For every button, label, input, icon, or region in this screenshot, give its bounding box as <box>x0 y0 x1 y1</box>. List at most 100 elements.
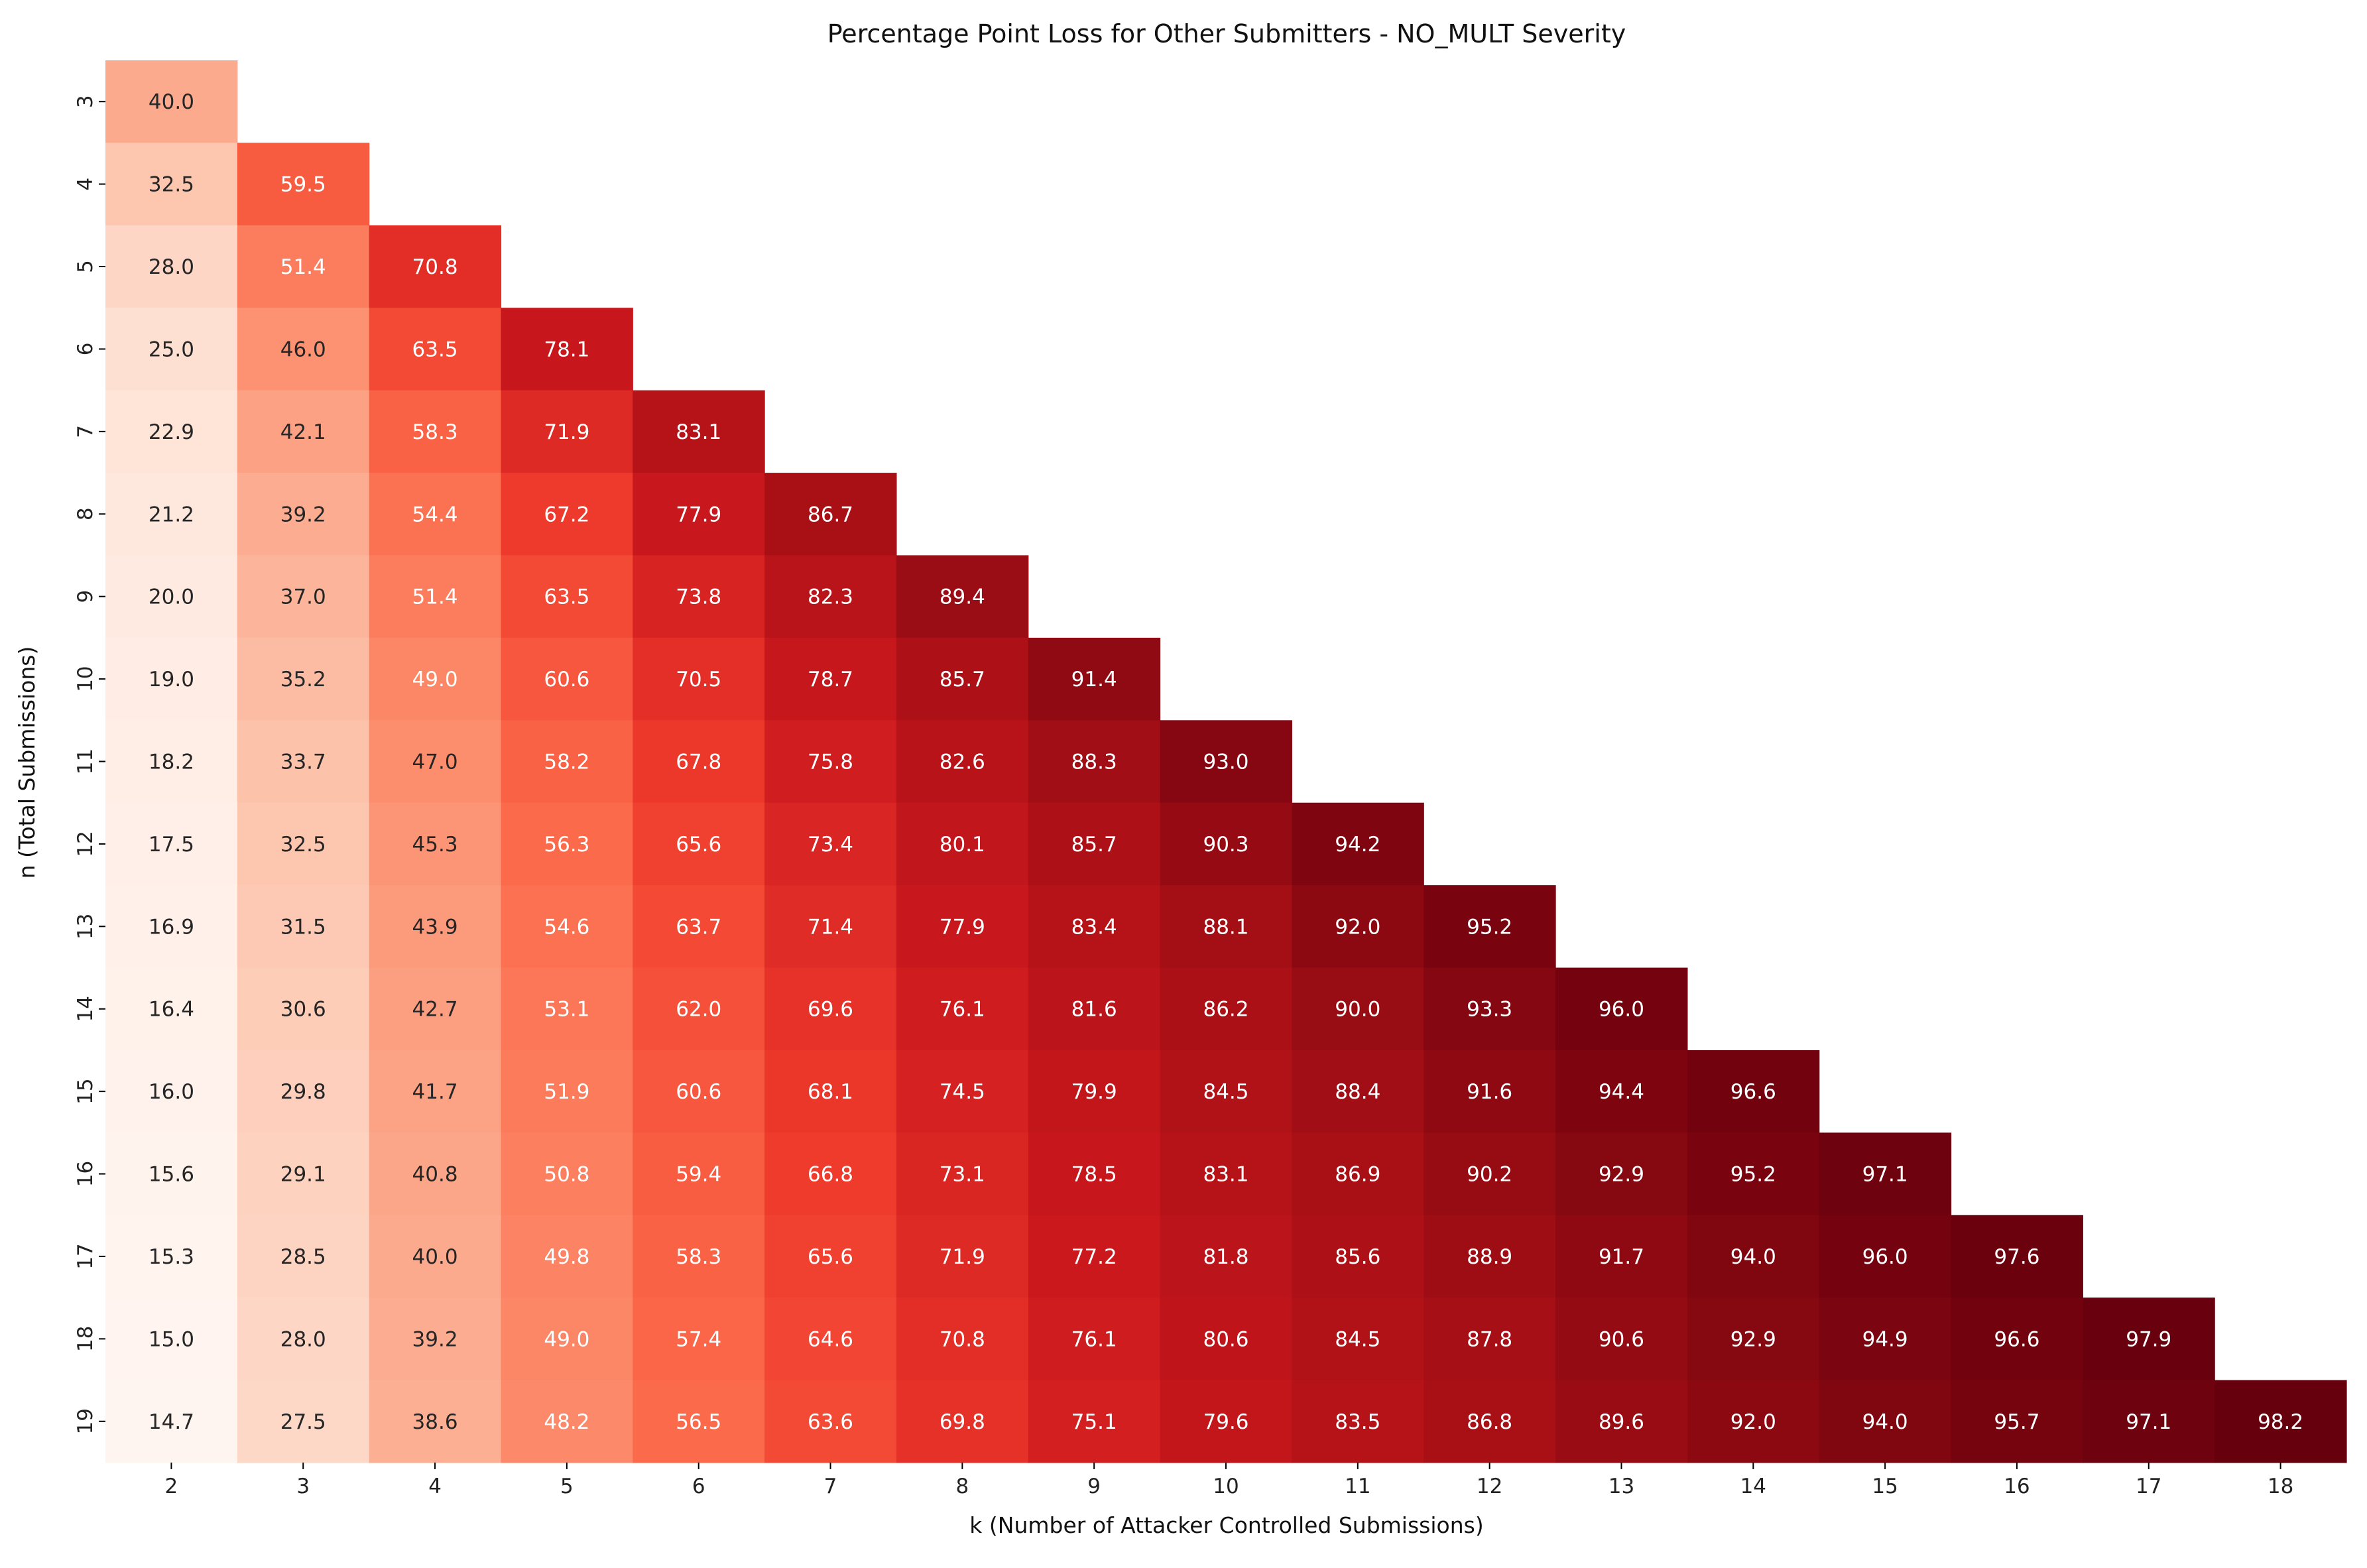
heatmap-cell <box>501 967 633 1051</box>
heatmap-cell <box>369 1380 502 1463</box>
cell-value-label: 95.2 <box>1730 1163 1776 1187</box>
y-tick-label: 5 <box>74 260 97 273</box>
cell-value-label: 25.0 <box>149 337 194 361</box>
cell-value-label: 29.1 <box>280 1163 326 1187</box>
cell-value-label: 73.8 <box>676 585 721 609</box>
y-axis-label: n (Total Submissions) <box>14 646 40 879</box>
cell-value-label: 49.0 <box>412 668 458 692</box>
cell-value-label: 54.4 <box>412 503 458 526</box>
heatmap-cell <box>764 637 897 721</box>
heatmap-cell <box>764 1380 897 1463</box>
cell-value-label: 73.1 <box>940 1163 985 1187</box>
x-tick-label: 5 <box>560 1475 574 1498</box>
cell-value-label: 16.4 <box>149 998 194 1022</box>
heatmap-cell <box>764 555 897 638</box>
heatmap-cell <box>237 308 370 391</box>
cell-value-label: 38.6 <box>412 1410 458 1434</box>
heatmap-cell <box>369 225 502 308</box>
heatmap-cell <box>896 637 1029 721</box>
y-tick-label: 12 <box>74 831 97 857</box>
heatmap-cell <box>1160 720 1293 804</box>
heatmap-cell <box>764 1132 897 1216</box>
heatmap-cell <box>1687 1297 1820 1381</box>
heatmap-cell <box>633 1380 765 1463</box>
cell-value-label: 75.1 <box>1071 1410 1117 1434</box>
cell-value-label: 60.6 <box>544 668 589 692</box>
heatmap-cell <box>1160 1215 1293 1298</box>
cell-value-label: 47.0 <box>412 751 458 774</box>
cell-value-label: 21.2 <box>149 503 194 526</box>
cell-value-label: 92.0 <box>1335 915 1380 939</box>
heatmap-cell <box>1160 885 1293 969</box>
heatmap-cell <box>501 555 633 638</box>
heatmap-cell <box>1555 1050 1688 1133</box>
cell-value-label: 89.4 <box>940 585 985 609</box>
cell-value-label: 97.1 <box>2126 1410 2171 1434</box>
cell-value-label: 89.6 <box>1599 1410 1644 1434</box>
heatmap-cell <box>1424 1380 1556 1463</box>
heatmap-cell <box>1028 885 1161 969</box>
cell-value-label: 75.8 <box>808 751 853 774</box>
cell-value-label: 84.5 <box>1203 1080 1248 1104</box>
cell-value-label: 56.3 <box>544 833 589 857</box>
cell-value-label: 42.7 <box>412 998 458 1022</box>
y-tick-label: 14 <box>74 996 97 1022</box>
x-tick-label: 6 <box>692 1475 705 1498</box>
cell-value-label: 76.1 <box>940 998 985 1022</box>
heatmap-cell <box>1160 1297 1293 1381</box>
heatmap-cell <box>369 390 502 473</box>
heatmap-cell <box>1819 1297 1952 1381</box>
heatmap-cell <box>105 308 238 391</box>
heatmap-cell <box>764 1215 897 1298</box>
cell-value-label: 39.2 <box>280 503 326 526</box>
x-tick-label: 17 <box>2136 1475 2161 1498</box>
cell-value-label: 85.6 <box>1335 1245 1380 1269</box>
heatmap-cell <box>105 555 238 638</box>
x-tick-label: 2 <box>165 1475 178 1498</box>
cell-value-label: 58.3 <box>676 1245 721 1269</box>
heatmap-cell <box>1292 1050 1424 1133</box>
y-tick-label: 8 <box>74 507 97 520</box>
cell-value-label: 28.5 <box>280 1245 326 1269</box>
heatmap-cells: 40.0 32.5 59.5 28.0 51.4 70.8 25.0 46.0 63.5 78.1… <box>105 60 2347 1463</box>
heatmap-cell <box>1424 1297 1556 1381</box>
cell-value-label: 98.2 <box>2258 1410 2303 1434</box>
cell-value-label: 76.1 <box>1071 1327 1117 1351</box>
heatmap-cell <box>1424 1215 1556 1298</box>
cell-value-label: 59.4 <box>676 1163 721 1187</box>
cell-value-label: 30.6 <box>280 998 326 1022</box>
heatmap-cell <box>105 1215 238 1298</box>
heatmap-cell <box>237 143 370 226</box>
heatmap-cell <box>633 1297 765 1381</box>
cell-value-label: 51.4 <box>280 255 326 279</box>
x-axis: 2 3 4 5 6 7 8 9 10 11 12 13 14 15 16 17 18 <box>165 1463 2293 1498</box>
heatmap-cell <box>1687 1132 1820 1216</box>
cell-value-label: 96.6 <box>1730 1080 1776 1104</box>
cell-value-label: 67.8 <box>676 751 721 774</box>
x-tick-label: 11 <box>1345 1475 1370 1498</box>
heatmap-cell <box>1028 1050 1161 1133</box>
x-tick-label: 14 <box>1740 1475 1766 1498</box>
heatmap-cell <box>1555 1297 1688 1381</box>
cell-value-label: 79.6 <box>1203 1410 1248 1434</box>
cell-value-label: 35.2 <box>280 668 326 692</box>
cell-value-label: 32.5 <box>280 833 326 857</box>
heatmap-cell <box>1028 637 1161 721</box>
heatmap-cell <box>1687 1380 1820 1463</box>
x-tick-label: 4 <box>428 1475 442 1498</box>
cell-value-label: 83.5 <box>1335 1410 1380 1434</box>
cell-value-label: 77.9 <box>676 503 721 526</box>
cell-value-label: 50.8 <box>544 1163 589 1187</box>
heatmap-cell <box>1292 1132 1424 1216</box>
cell-value-label: 74.5 <box>940 1080 985 1104</box>
heatmap-cell <box>1028 802 1161 886</box>
cell-value-label: 46.0 <box>280 337 326 361</box>
heatmap-cell <box>1951 1380 2083 1463</box>
cell-value-label: 29.8 <box>280 1080 326 1104</box>
heatmap-cell <box>1424 885 1556 969</box>
cell-value-label: 85.7 <box>1071 833 1117 857</box>
heatmap-cell <box>896 720 1029 804</box>
x-tick-label: 16 <box>2004 1475 2030 1498</box>
cell-value-label: 65.6 <box>808 1245 853 1269</box>
